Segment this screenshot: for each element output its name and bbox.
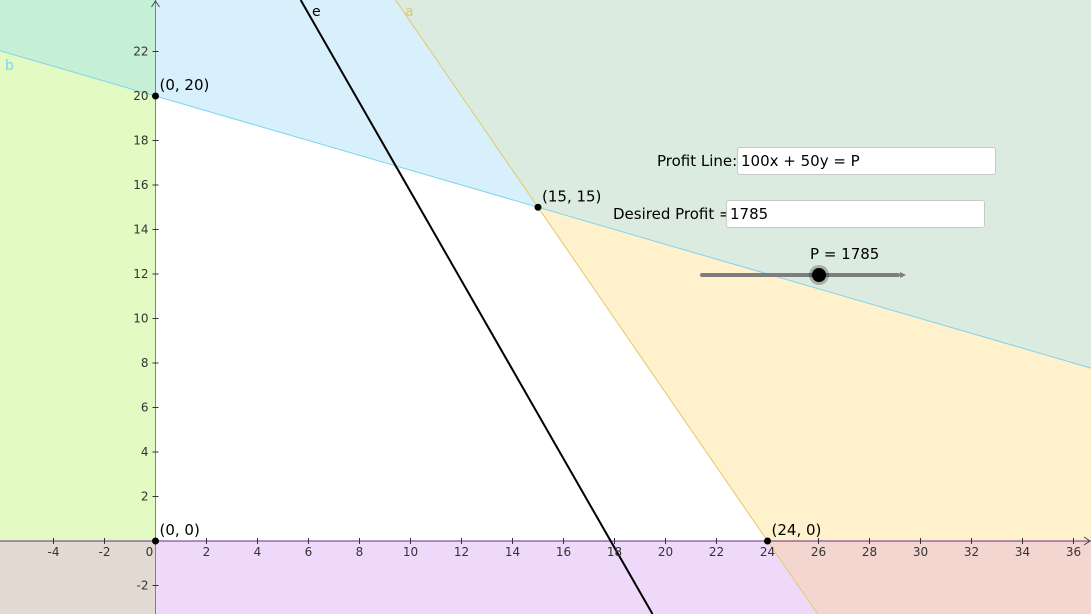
- vertex-points[interactable]: (0, 20) (15, 15) (0, 0) (24, 0): [152, 76, 821, 545]
- x-tick-label: 16: [556, 545, 571, 559]
- vertex-label: (15, 15): [542, 187, 601, 205]
- x-tick-label: 8: [356, 545, 364, 559]
- vertex-point[interactable]: [534, 203, 542, 211]
- profit-line-input[interactable]: [737, 147, 996, 175]
- line-b[interactable]: [0, 50, 1091, 369]
- x-tick-label: 4: [254, 545, 262, 559]
- y-tick-label: 20: [133, 89, 148, 103]
- x-tick-label: 14: [505, 545, 520, 559]
- x-tick-label: 22: [709, 545, 724, 559]
- slider-value-label: P = 1785: [810, 245, 880, 263]
- region-tan: [0, 541, 156, 614]
- profit-line-label: Profit Line:: [657, 152, 738, 170]
- desired-profit-input[interactable]: [726, 200, 985, 228]
- vertex-point[interactable]: [764, 537, 771, 545]
- line-b-label: b: [5, 58, 14, 74]
- vertex-label: (0, 0): [160, 521, 200, 539]
- y-tick-label: 16: [133, 178, 148, 192]
- x-tick-label: 20: [658, 545, 673, 559]
- line-a-label: a: [405, 4, 414, 20]
- region-yellow: [538, 207, 1091, 541]
- x-tick-label: 28: [862, 545, 877, 559]
- y-tick-label: 8: [141, 356, 149, 370]
- x-tick-label: 36: [1066, 545, 1081, 559]
- region-left-green: [0, 50, 156, 541]
- vertex-label: (24, 0): [772, 521, 822, 539]
- y-tick-label: 18: [133, 134, 148, 148]
- y-tick-label: 14: [133, 223, 148, 237]
- profit-line-e[interactable]: [299, 0, 654, 614]
- y-tick-label: 6: [141, 401, 149, 415]
- y-tick-label: 4: [141, 445, 149, 459]
- x-tick-label: 34: [1015, 545, 1030, 559]
- x-axis-arrow-icon: [1083, 536, 1091, 546]
- x-tick-label: 10: [403, 545, 418, 559]
- x-tick-label: 26: [811, 545, 826, 559]
- x-tick-label: 2: [203, 545, 211, 559]
- x-tick-label: 18: [607, 545, 622, 559]
- region-blue: [155, 0, 538, 208]
- desired-profit-label: Desired Profit =: [613, 205, 732, 223]
- x-tick-label: 0: [146, 545, 154, 559]
- x-tick-label: -2: [99, 545, 111, 559]
- x-tick-label: 30: [913, 545, 928, 559]
- vertex-point[interactable]: [152, 537, 159, 545]
- y-axis-arrow-icon: [151, 0, 160, 8]
- region-pink: [767, 541, 1091, 614]
- y-tick-label: 2: [141, 490, 149, 504]
- vertex-label: (0, 20): [160, 76, 210, 94]
- y-tick-label: 22: [133, 45, 148, 59]
- vertex-point[interactable]: [152, 92, 159, 100]
- region-a: [395, 0, 1091, 369]
- line-a[interactable]: [395, 0, 819, 614]
- line-e-label: e: [312, 4, 321, 20]
- y-tick-label: -2: [137, 579, 149, 593]
- x-tick-label: -4: [48, 545, 60, 559]
- x-tick-label: 32: [964, 545, 979, 559]
- x-tick-label: 6: [305, 545, 313, 559]
- slider-knob[interactable]: [812, 268, 826, 282]
- x-tick-label: 12: [454, 545, 469, 559]
- y-tick-label: 10: [133, 312, 148, 326]
- slider-arrow-icon: [900, 272, 906, 278]
- region-purple: [155, 541, 818, 614]
- region-b: [0, 0, 156, 96]
- x-tick-label: 24: [760, 545, 775, 559]
- slider-track[interactable]: [700, 273, 900, 277]
- tick-labels: -4 -2 0 2 4 6 8 10 12 14 16 18 20 22 24 26 28 30 32 34 36-22…: [48, 45, 1082, 593]
- y-tick-label: 12: [133, 267, 148, 281]
